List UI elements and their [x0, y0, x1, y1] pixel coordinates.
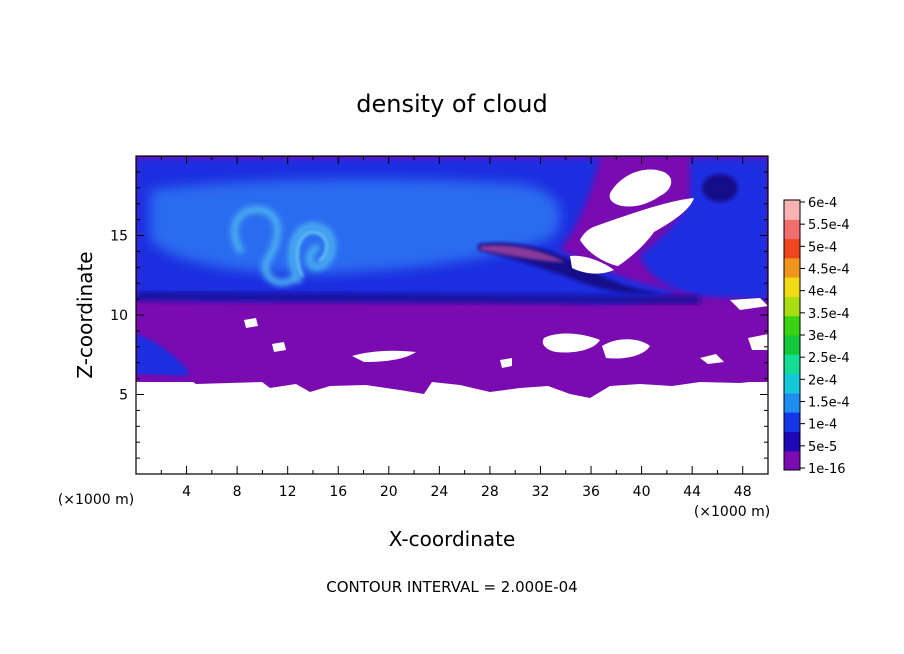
colorbar-swatch	[784, 238, 800, 259]
colorbar-label: 1e-4	[808, 418, 837, 433]
left-blob	[136, 334, 188, 376]
x-tick-label: 16	[329, 484, 347, 500]
x-tick-label: 28	[481, 484, 499, 500]
y-tick-label: 10	[110, 308, 128, 324]
x-tick-label: 32	[532, 484, 550, 500]
dark-streak-mid	[480, 245, 565, 262]
right-swirl	[702, 174, 738, 202]
x-tick-label: 24	[430, 484, 448, 500]
contour-interval-note: CONTOUR INTERVAL = 2.000E-04	[326, 578, 577, 596]
colorbar-label: 4e-4	[808, 285, 837, 300]
x-tick-label: 44	[683, 484, 701, 500]
cloud-base-edge	[136, 376, 768, 398]
lower-band-edge	[136, 292, 700, 304]
colorbar-swatch	[784, 373, 800, 394]
colorbar-label: 5e-5	[808, 440, 837, 455]
x-tick-label: 8	[233, 484, 242, 500]
colorbar-swatch	[784, 354, 800, 375]
colorbar-swatch	[784, 335, 800, 355]
colorbar-swatch	[784, 296, 800, 317]
colorbar-label: 5.5e-4	[808, 218, 850, 233]
x-tick-labels: 4 8 12 16 20 24 28 32 36 40 44 48	[182, 484, 752, 500]
x-tick-label: 36	[582, 484, 600, 500]
colorbar-swatch	[784, 277, 800, 297]
colorbar-label: 3.5e-4	[808, 307, 850, 322]
y-tick-label: 5	[119, 388, 128, 404]
colorbar-label: 6e-4	[808, 196, 837, 211]
colorbar-swatch	[784, 200, 800, 220]
colorbar-label: 3e-4	[808, 329, 837, 344]
colorbar-swatch	[784, 392, 800, 413]
clear-air-gaps	[244, 169, 768, 368]
colorbar-label: 2e-4	[808, 373, 837, 388]
colorbar-swatch	[784, 257, 800, 278]
colorbar-label: 5e-4	[808, 240, 837, 255]
colorbar-label: 4.5e-4	[808, 263, 850, 278]
chart-title: density of cloud	[356, 90, 547, 118]
colorbar-swatch	[784, 315, 800, 336]
y-axis-label: Z-coordinate	[73, 251, 97, 378]
colorbar-swatch	[784, 450, 800, 471]
colorbar-swatch	[784, 219, 800, 240]
colorbar-labels: 1e-16 5e-5 1e-4 1.5e-4 2e-4 2.5e-4 3e-4 3.5e-4 4…	[808, 196, 850, 477]
colorbar-label: 1e-16	[808, 462, 846, 477]
colorbar-swatch	[784, 412, 800, 432]
vortex	[231, 206, 336, 287]
x-unit-label: (×1000 m)	[694, 504, 770, 520]
cloud-core	[150, 179, 561, 275]
colorbar-label: 2.5e-4	[808, 351, 850, 366]
y-tick-label: 15	[110, 229, 128, 245]
colorbar-swatch	[784, 431, 800, 452]
colorbar	[783, 199, 805, 471]
x-tick-label: 4	[182, 484, 191, 500]
z-unit-label: (×1000 m)	[58, 492, 134, 508]
x-tick-label: 40	[633, 484, 651, 500]
y-axis-ticks	[136, 171, 768, 459]
x-axis-label: X-coordinate	[389, 527, 516, 551]
vortex-highlight	[295, 230, 329, 278]
colorbar-label: 1.5e-4	[808, 396, 850, 411]
x-tick-label: 48	[734, 484, 752, 500]
x-axis-ticks	[160, 156, 744, 474]
density-field	[136, 156, 768, 474]
y-tick-labels: 5 10 15	[110, 229, 128, 404]
x-tick-label: 20	[380, 484, 398, 500]
x-tick-label: 12	[279, 484, 297, 500]
